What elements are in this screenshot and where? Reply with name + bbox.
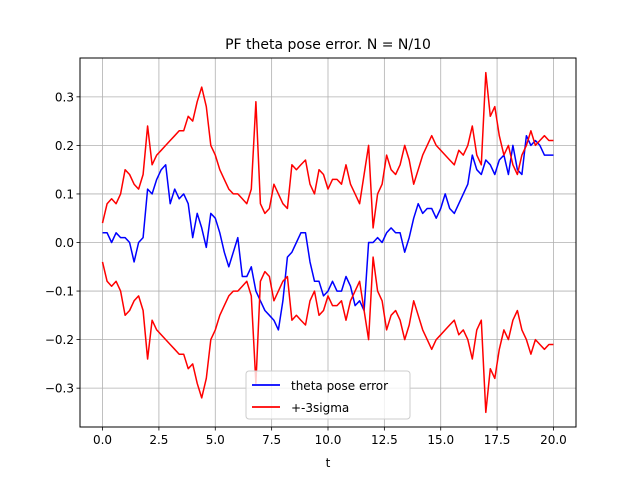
x-tick-label: 15.0 bbox=[427, 433, 454, 447]
chart-title: PF theta pose error. N = N/10 bbox=[225, 37, 431, 53]
legend-box bbox=[245, 370, 411, 420]
x-axis-label: t bbox=[326, 456, 331, 470]
y-tick-label: −0.3 bbox=[45, 382, 74, 396]
y-tick-label: −0.1 bbox=[45, 285, 74, 299]
y-tick-label: 0.0 bbox=[55, 236, 74, 250]
legend: theta pose error +-3sigma bbox=[245, 370, 411, 420]
plot-lines bbox=[101, 71, 554, 414]
y-tick-label: 0.2 bbox=[55, 139, 74, 153]
series-line-theta-pose-error bbox=[102, 134, 554, 331]
x-tick-label: 12.5 bbox=[371, 433, 398, 447]
plot-frame bbox=[79, 57, 577, 428]
x-tick-label: 20.0 bbox=[540, 433, 567, 447]
x-tick-label: 17.5 bbox=[484, 433, 511, 447]
y-tick-label: 0.3 bbox=[55, 90, 74, 104]
x-tick-label: 7.5 bbox=[262, 433, 281, 447]
series-line-minus-3sigma bbox=[101, 256, 554, 414]
legend-label-3sigma: +-3sigma bbox=[291, 401, 349, 415]
y-tick-label: 0.1 bbox=[55, 187, 74, 201]
x-tick-label: 0.0 bbox=[93, 433, 112, 447]
x-tick-label: 5.0 bbox=[206, 433, 225, 447]
x-tick-label: 2.5 bbox=[149, 433, 168, 447]
axis-ticks: 0.0 2.5 5.0 7.5 10.0 12.5 15.0 17.5 20.0 −0.3 −0.2… bbox=[45, 90, 567, 447]
legend-label-theta-pose-error: theta pose error bbox=[291, 379, 388, 393]
series-line-plus-3sigma bbox=[101, 71, 554, 229]
y-tick-label: −0.2 bbox=[45, 333, 74, 347]
x-tick-label: 10.0 bbox=[315, 433, 342, 447]
